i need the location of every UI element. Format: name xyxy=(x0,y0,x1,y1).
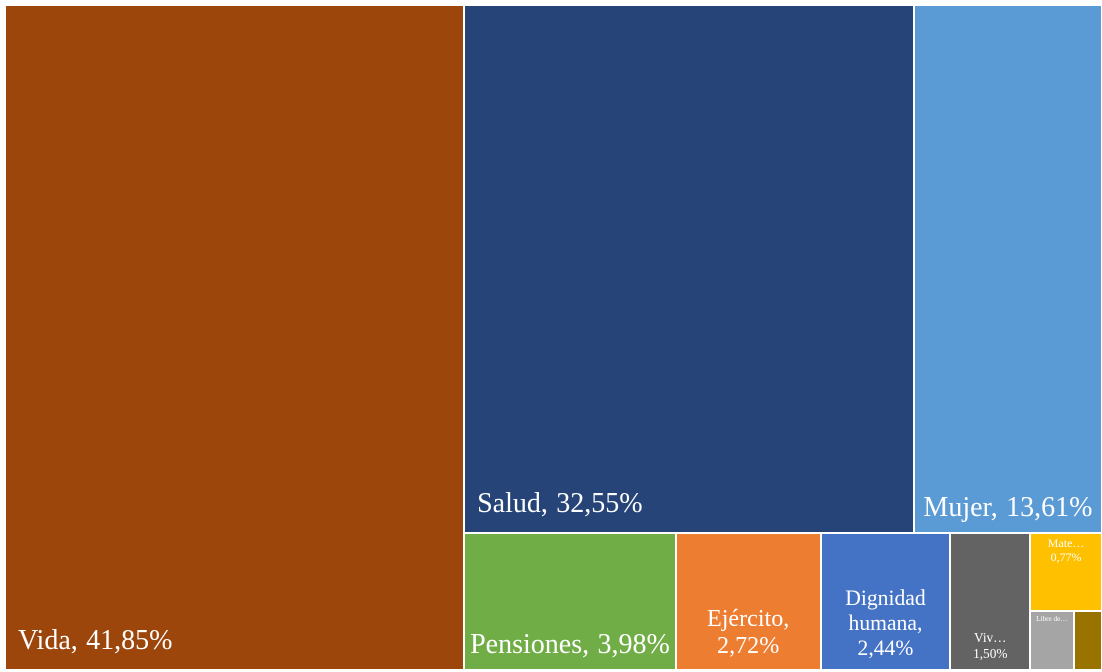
treemap-cell: Salud, 32,55% xyxy=(464,5,914,533)
label-value: 2,72% xyxy=(717,633,780,660)
treemap-cell: Viv… 1,50% xyxy=(950,532,1031,670)
treemap-cell xyxy=(1073,611,1102,670)
treemap-cell: Ejército, 2,72% xyxy=(675,532,821,670)
treemap-cell: Vida, 41,85% xyxy=(5,5,465,670)
label-value: 3,98% xyxy=(597,628,670,660)
label-category: Salud, xyxy=(477,487,548,519)
label-value: 32,55% xyxy=(556,487,643,519)
label-category: Libre de… xyxy=(1036,615,1068,624)
label-value: 13,61% xyxy=(1006,491,1093,523)
treemap-cell: Libre de… xyxy=(1030,611,1074,670)
label-category: Mate… xyxy=(1047,535,1085,550)
label-category: Viv… xyxy=(974,630,1007,646)
treemap-cell: Dignidad humana, 2,44% xyxy=(820,532,951,670)
label-category: Dignidad humana, xyxy=(845,586,926,636)
treemap-cell: Pensiones, 3,98% xyxy=(464,532,676,670)
label-category: Pensiones, xyxy=(470,628,590,660)
label-value: 0,77% xyxy=(1050,549,1082,564)
label-category: Vida, xyxy=(18,624,78,656)
label-value: 1,50% xyxy=(973,645,1008,661)
label-category: Mujer, xyxy=(923,491,998,523)
label-category: Ejército, xyxy=(707,605,790,632)
label-value: 41,85% xyxy=(86,624,173,656)
treemap-cell: Mate… 0,77% xyxy=(1030,532,1102,612)
treemap-cell: Mujer, 13,61% xyxy=(913,5,1102,533)
label-value: 2,44% xyxy=(857,636,914,661)
